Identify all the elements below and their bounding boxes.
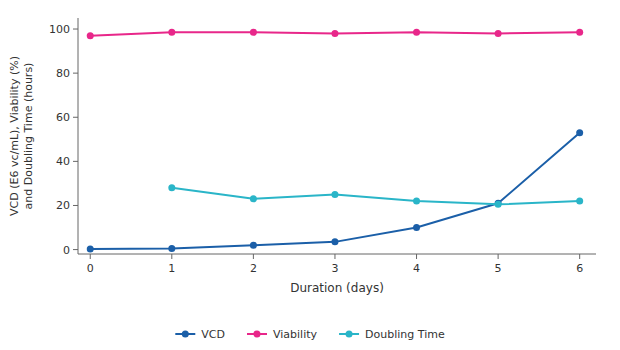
series-point xyxy=(413,198,420,205)
series-point xyxy=(331,238,338,245)
legend-label: Viability xyxy=(273,328,318,341)
series-line xyxy=(172,188,580,205)
x-tick-label: 3 xyxy=(331,262,338,275)
y-tick-label: 60 xyxy=(56,111,70,124)
series-point xyxy=(331,30,338,37)
x-axis xyxy=(78,254,596,255)
legend-item: Doubling Time xyxy=(339,328,445,341)
legend-marker xyxy=(182,331,189,338)
x-tick-label: 6 xyxy=(576,262,583,275)
plot-area xyxy=(87,29,583,253)
y-tick xyxy=(73,249,78,250)
series-point xyxy=(250,242,257,249)
series-point xyxy=(413,29,420,36)
x-tick-label: 1 xyxy=(168,262,175,275)
y-tick-label: 0 xyxy=(63,244,70,257)
series-point xyxy=(87,245,94,252)
series-point xyxy=(576,129,583,136)
series-line xyxy=(90,133,579,249)
legend-marker xyxy=(253,331,260,338)
x-tick xyxy=(498,254,499,259)
legend: VCD Viability Doubling Time xyxy=(175,328,445,341)
x-tick xyxy=(334,254,335,259)
x-tick xyxy=(416,254,417,259)
x-tick-label: 4 xyxy=(413,262,420,275)
x-tick xyxy=(579,254,580,259)
series-point xyxy=(168,245,175,252)
x-axis-label: Duration (days) xyxy=(290,281,384,295)
y-tick-label: 100 xyxy=(49,23,70,36)
x-tick xyxy=(171,254,172,259)
x-tick-label: 2 xyxy=(250,262,257,275)
legend-marker xyxy=(346,331,353,338)
y-axis-label-line: VCD (E6 vc/mL), Viability (%) xyxy=(8,56,21,216)
y-tick xyxy=(73,205,78,206)
series-point xyxy=(87,32,94,39)
y-tick-label: 40 xyxy=(56,155,70,168)
y-tick xyxy=(73,73,78,74)
y-tick xyxy=(73,117,78,118)
series-point xyxy=(331,191,338,198)
series-point xyxy=(413,224,420,231)
y-axis xyxy=(78,18,79,254)
legend-item: Viability xyxy=(247,328,318,341)
x-tick-label: 5 xyxy=(495,262,502,275)
series-point xyxy=(576,198,583,205)
x-tick-label: 0 xyxy=(87,262,94,275)
chart: 0123456020406080100Duration (days)VCD (E… xyxy=(0,0,620,350)
series-point xyxy=(250,29,257,36)
series-point xyxy=(495,30,502,37)
x-tick xyxy=(253,254,254,259)
series-point xyxy=(576,29,583,36)
x-tick xyxy=(90,254,91,259)
series-point xyxy=(250,195,257,202)
series-point xyxy=(495,201,502,208)
series-point xyxy=(168,184,175,191)
y-tick-label: 80 xyxy=(56,67,70,80)
y-tick xyxy=(73,29,78,30)
legend-label: VCD xyxy=(201,328,225,341)
legend-label: Doubling Time xyxy=(365,328,445,341)
legend-item: VCD xyxy=(175,328,225,341)
y-axis-label: VCD (E6 vc/mL), Viability (%)and Doublin… xyxy=(8,56,35,216)
y-tick-label: 20 xyxy=(56,199,70,212)
series-point xyxy=(168,29,175,36)
y-tick xyxy=(73,161,78,162)
y-axis-label-line: and Doubling Time (hours) xyxy=(22,63,35,210)
